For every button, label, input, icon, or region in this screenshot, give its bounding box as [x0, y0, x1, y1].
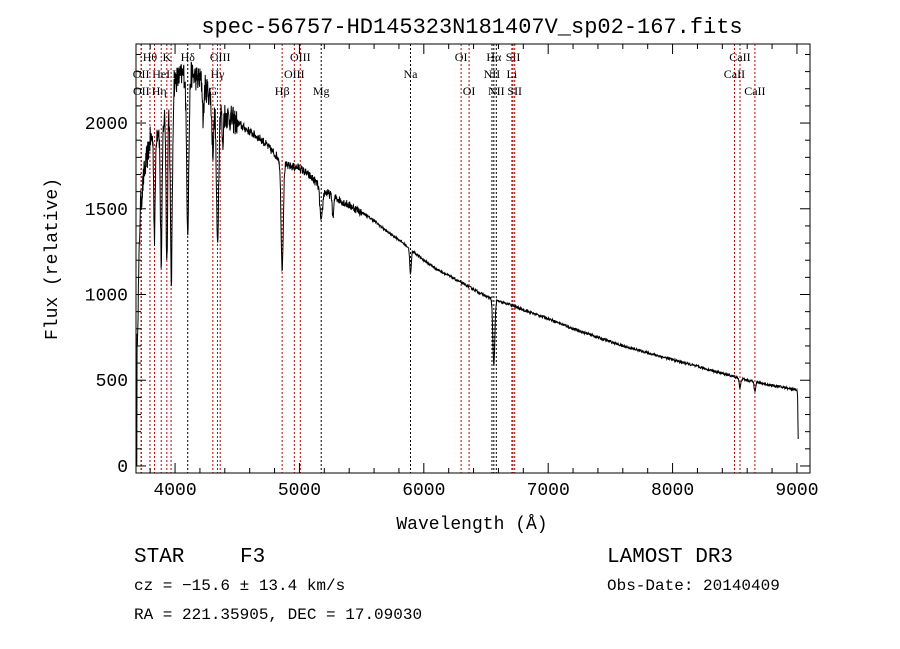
spectral-line-label: Hβ	[275, 84, 290, 98]
object-class: STAR	[134, 546, 185, 569]
y-tick-label: 0	[117, 458, 128, 478]
chart-title: spec-56757-HD145323N181407V_sp02-167.fit…	[201, 15, 742, 40]
spectral-line-label: Hη	[152, 84, 167, 98]
plot-frame	[135, 43, 811, 474]
spectral-line-label: OIII	[290, 50, 311, 64]
spectral-line-label: HeI	[152, 67, 170, 81]
spectral-line-label: CaII	[729, 50, 750, 64]
y-tick-label: 500	[96, 372, 128, 392]
x-tick-label: 7000	[527, 481, 570, 501]
object-subclass: F3	[240, 546, 265, 569]
spectral-line-label: Hα	[486, 50, 502, 64]
x-tick-label: 8000	[651, 481, 694, 501]
y-tick-label: 1000	[85, 287, 128, 307]
spectral-line-label: Li	[507, 67, 518, 81]
spectral-line-label: OI	[463, 84, 476, 98]
spectral-line-label: NII	[484, 67, 501, 81]
x-tick-label: 6000	[402, 481, 445, 501]
spectral-line-label: Hγ	[211, 67, 226, 81]
y-tick-label: 2000	[85, 115, 128, 135]
x-tick-label: 9000	[775, 481, 818, 501]
spectral-line-label: Mg	[313, 84, 330, 98]
spectral-line-label: OIII	[284, 67, 305, 81]
y-tick-label: 1500	[85, 201, 128, 221]
spectral-line-label: Na	[404, 67, 419, 81]
spectral-line-label: CaII	[724, 67, 745, 81]
survey-name: LAMOST DR3	[607, 546, 733, 569]
spectral-line-label: Hδ	[181, 50, 196, 64]
spectrum-line	[136, 61, 799, 467]
spectral-line-label: G	[209, 84, 218, 98]
coordinates-text: RA = 221.35905, DEC = 17.09030	[134, 606, 422, 624]
spectral-line-label: SII	[506, 50, 521, 64]
spectral-line-label: OII	[133, 84, 150, 98]
spectral-line-label: K	[163, 50, 172, 64]
obs-date: Obs-Date: 20140409	[607, 577, 780, 595]
axis-ticks-group: 4000 5000 6000 7000 8000 9000 0 500 1000 1500 2000	[85, 44, 819, 501]
spectral-line-label: OI	[455, 50, 468, 64]
spectral-line-label: CaII	[744, 84, 765, 98]
x-tick-label: 5000	[278, 481, 321, 501]
spectral-line-label: OIII	[210, 50, 231, 64]
y-axis-label: Flux (relative)	[43, 178, 63, 340]
spectral-line-label: Hθ	[143, 50, 158, 64]
x-tick-label: 4000	[153, 481, 196, 501]
spectral-line-label: SII	[507, 84, 522, 98]
x-axis-label: Wavelength (Å)	[396, 514, 547, 535]
redshift-text: cz = −15.6 ± 13.4 km/s	[134, 577, 345, 595]
spectral-line-label: NII	[488, 84, 505, 98]
